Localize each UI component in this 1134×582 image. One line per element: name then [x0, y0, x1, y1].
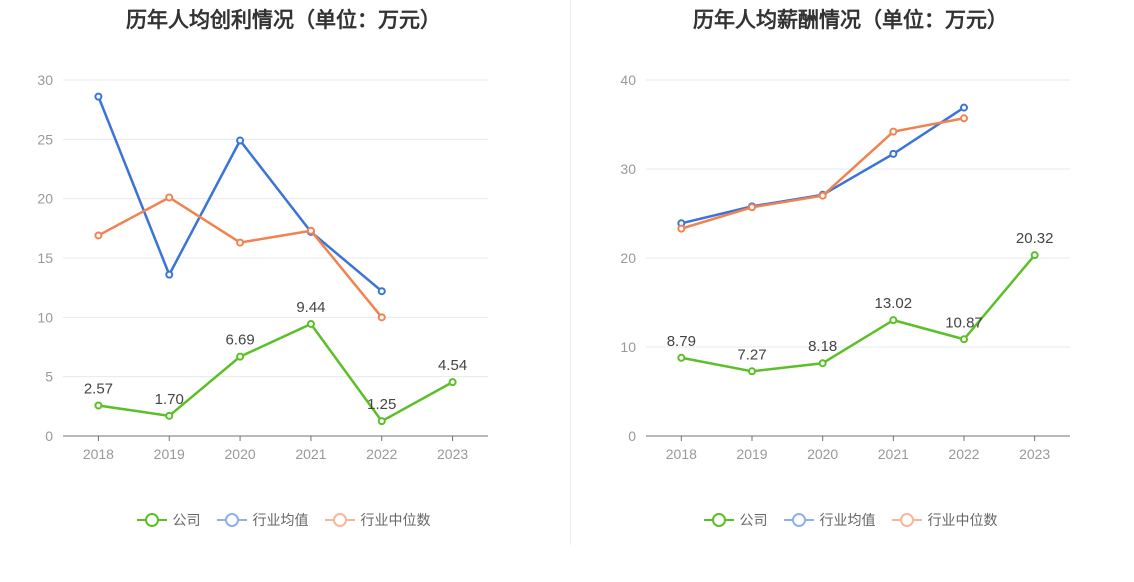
x-tick-label: 2022 [366, 446, 397, 462]
data-point-company [889, 316, 898, 325]
line-chart-per-capita-salary: 0 10 20 30 40 2018 2019 2020 2021 2022 2023 8.79 7.2… [620, 72, 1070, 462]
data-point-industry_median [960, 114, 968, 123]
data-point-industry_avg [377, 287, 386, 296]
data-label: 2.57 [84, 381, 113, 398]
data-label: 20.32 [1016, 230, 1054, 247]
data-label: 9.44 [296, 299, 325, 316]
x-tick-label: 2021 [878, 446, 909, 462]
legend-label-industry-avg: 行业均值 [819, 512, 876, 528]
x-tick-label: 2023 [437, 446, 468, 462]
legend-label-industry-median: 行业中位数 [927, 512, 998, 528]
data-point-company [960, 335, 968, 344]
legend-item-industry-median[interactable]: 行业中位数 [891, 510, 998, 530]
y-tick-label: 10 [37, 309, 53, 325]
data-point-industry_median [306, 226, 315, 235]
data-point-industry_median [377, 313, 386, 322]
data-point-company [165, 411, 174, 420]
x-tick-label: 2020 [225, 446, 256, 462]
data-label: 4.54 [438, 357, 467, 374]
data-point-industry_avg [236, 136, 245, 145]
y-tick-label: 25 [37, 131, 53, 147]
legend-item-company[interactable]: 公司 [703, 510, 768, 530]
legend-swatch-company [703, 513, 734, 527]
x-tick-label: 2022 [948, 446, 979, 462]
legend-label-industry-avg: 行业均值 [252, 512, 309, 528]
x-tick-label: 2020 [807, 446, 838, 462]
data-point-company [377, 417, 386, 426]
data-label: 1.70 [155, 391, 184, 408]
data-label: 13.02 [875, 295, 913, 312]
data-label: 10.87 [945, 314, 983, 331]
chart-panel-per-capita-profit: 历年人均创利情况（单位：万元） 0 5 10 15 20 25 30 2018 2019 2020… [0, 9, 567, 530]
data-point-industry_median [236, 238, 245, 247]
chart-title: 历年人均薪酬情况（单位：万元） [693, 9, 1008, 32]
x-tick-label: 2018 [83, 446, 114, 462]
y-tick-label: 20 [620, 250, 636, 266]
line-chart-per-capita-profit: 0 5 10 15 20 25 30 2018 2019 2020 2021 2022 2023 2.57… [37, 72, 488, 462]
x-tick-label: 2023 [1019, 446, 1050, 462]
data-point-company [677, 353, 686, 362]
series-line-industry_median [97, 196, 383, 319]
legend-label-industry-median: 行业中位数 [360, 512, 431, 528]
series-line-company [98, 322, 454, 423]
data-label: 1.25 [367, 396, 396, 413]
legend-label-company: 公司 [739, 512, 768, 528]
legend: 公司 行业均值 行业中位数 [0, 510, 567, 530]
legend: 公司 行业均值 行业中位数 [567, 510, 1134, 530]
y-tick-label: 15 [37, 250, 53, 266]
data-point-industry_median [818, 191, 827, 200]
chart-title: 历年人均创利情况（单位：万元） [126, 9, 441, 32]
y-tick-label: 40 [620, 72, 636, 88]
legend-swatch-industry-avg [216, 513, 247, 527]
chart-panel-per-capita-salary: 历年人均薪酬情况（单位：万元） 0 10 20 30 40 2018 2019 2020 202… [567, 0, 1134, 582]
y-tick-label: 30 [620, 161, 636, 177]
data-point-industry_avg [889, 149, 898, 158]
data-point-industry_median [677, 224, 686, 233]
panel-divider [570, 0, 571, 545]
data-point-company [818, 359, 827, 368]
legend-item-industry-avg[interactable]: 行业均值 [216, 510, 309, 530]
legend-swatch-industry-avg [783, 513, 814, 527]
data-label: 8.79 [667, 333, 696, 350]
y-tick-label: 0 [45, 428, 53, 444]
x-tick-label: 2021 [295, 446, 326, 462]
data-point-industry_median [889, 127, 898, 136]
data-point-industry_median [94, 231, 103, 240]
y-tick-label: 10 [620, 339, 636, 355]
x-tick-label: 2019 [154, 446, 185, 462]
data-point-company [94, 401, 103, 410]
legend-label-company: 公司 [172, 512, 201, 528]
y-tick-label: 20 [37, 191, 53, 207]
series-line-industry_avg [97, 96, 383, 293]
data-label: 6.69 [225, 332, 254, 349]
legend-swatch-company [136, 513, 167, 527]
data-label: 7.27 [737, 346, 766, 363]
data-point-industry_avg [165, 270, 174, 279]
y-tick-label: 30 [37, 72, 53, 88]
legend-swatch-industry-median [324, 513, 355, 527]
data-label: 8.18 [808, 338, 837, 355]
data-point-company [448, 378, 457, 387]
y-tick-label: 5 [45, 369, 53, 385]
data-point-industry_median [165, 193, 174, 202]
x-tick-label: 2018 [666, 446, 697, 462]
series-line-industry_avg [681, 106, 965, 225]
data-point-industry_avg [960, 103, 968, 112]
legend-item-industry-median[interactable]: 行业中位数 [324, 510, 431, 530]
data-point-company [306, 319, 315, 328]
data-point-company [748, 367, 756, 376]
x-tick-label: 2019 [736, 446, 767, 462]
y-tick-label: 0 [628, 428, 636, 444]
legend-item-industry-avg[interactable]: 行业均值 [783, 510, 876, 530]
legend-swatch-industry-median [891, 513, 922, 527]
data-point-company [1030, 251, 1039, 260]
data-point-company [236, 352, 245, 361]
legend-item-company[interactable]: 公司 [136, 510, 201, 530]
data-point-industry_median [748, 203, 756, 212]
series-line-company [681, 254, 1036, 373]
data-point-industry_avg [94, 92, 103, 101]
